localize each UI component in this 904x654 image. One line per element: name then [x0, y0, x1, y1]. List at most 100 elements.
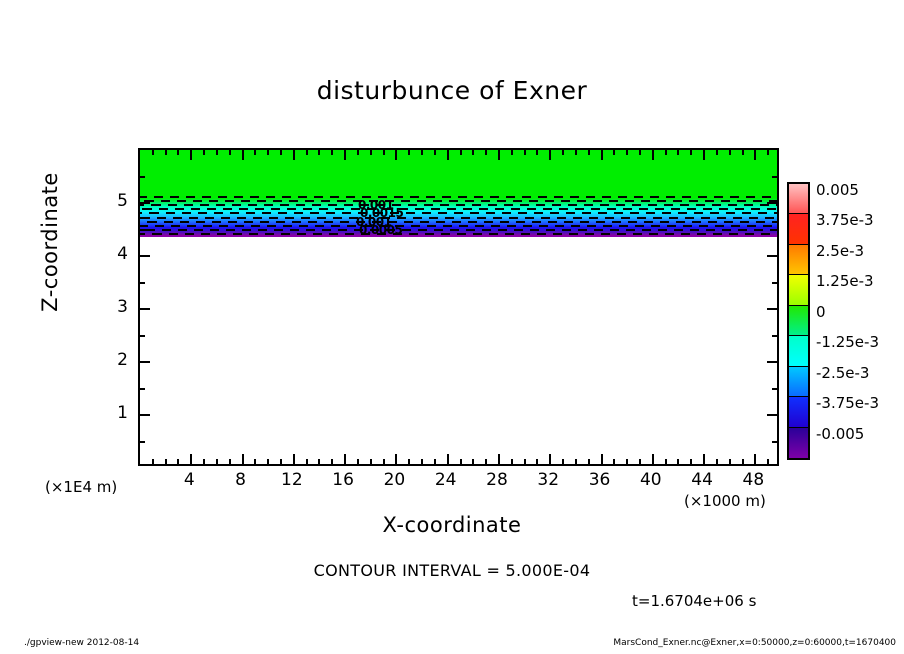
x-axis-tick: [331, 150, 334, 155]
y-axis-tick: [140, 387, 145, 390]
x-tick-label: 40: [639, 470, 662, 490]
y-axis-title: Z-coordinate: [38, 172, 62, 312]
x-axis-tick: [408, 150, 411, 155]
x-axis-tick: [690, 459, 693, 464]
contour-value-label: 0.001: [356, 215, 392, 229]
y-axis-tick: [767, 414, 777, 416]
x-axis-tick: [408, 459, 411, 464]
x-axis-tick: [497, 150, 500, 160]
contour-value-label: 0.0015: [360, 206, 404, 220]
colorbar-tick-label: 3.75e-3: [816, 211, 874, 230]
x-axis-tick: [497, 454, 500, 464]
x-axis-tick: [446, 454, 449, 464]
x-axis-tick: [562, 459, 565, 464]
x-axis-tick: [651, 454, 654, 464]
x-axis-tick: [305, 459, 308, 464]
x-axis-tick: [254, 150, 257, 155]
x-tick-label: 16: [332, 470, 354, 490]
x-axis-tick: [587, 150, 590, 155]
x-axis-tick: [344, 454, 347, 464]
y-axis-tick: [772, 281, 777, 284]
x-axis-tick: [164, 150, 167, 155]
colorbar-band: [789, 427, 808, 458]
contour-line: [140, 196, 777, 198]
plot-area: [138, 148, 779, 466]
y-axis-tick: [140, 255, 150, 257]
x-tick-label: 8: [235, 470, 246, 490]
x-axis-tick: [369, 459, 372, 464]
x-axis-tick: [715, 150, 718, 155]
footer-command: ./gpview-new 2012-08-14: [24, 638, 140, 648]
x-axis-title: X-coordinate: [382, 513, 522, 537]
x-axis-tick: [292, 150, 295, 160]
x-axis-tick: [164, 459, 167, 464]
x-axis-tick: [356, 150, 359, 155]
colorbar-tick-label: 1.25e-3: [816, 272, 874, 291]
colorbar-band: [789, 336, 808, 367]
x-axis-tick: [754, 150, 757, 160]
x-axis-tick: [459, 459, 462, 464]
x-axis-tick: [254, 459, 257, 464]
y-axis-tick: [140, 361, 150, 363]
x-axis-tick: [267, 150, 270, 155]
colorbar-tick-label: -0.005: [816, 424, 865, 443]
colorbar-band: [789, 397, 808, 428]
x-axis-tick: [215, 150, 218, 155]
y-axis-tick: [772, 334, 777, 337]
x-axis-tick: [690, 150, 693, 155]
x-axis-tick: [703, 454, 706, 464]
y-axis-tick: [140, 334, 145, 337]
y-axis-tick: [140, 202, 150, 204]
colorbar-band: [789, 366, 808, 398]
x-axis-tick: [241, 454, 244, 464]
x-axis-tick: [382, 150, 385, 155]
x-axis-unit-label: (×1000 m): [684, 492, 766, 510]
x-tick-label: 44: [691, 470, 713, 490]
colorbar: [787, 182, 810, 460]
x-axis-tick: [613, 150, 616, 155]
contour-line: [140, 200, 777, 203]
x-axis-tick: [523, 459, 526, 464]
x-axis-tick: [485, 459, 488, 464]
x-axis-tick: [395, 454, 398, 464]
x-axis-tick: [587, 459, 590, 464]
x-axis-tick: [344, 150, 347, 160]
x-axis-tick: [446, 150, 449, 160]
x-tick-label: 4: [183, 470, 195, 490]
y-axis-tick: [772, 387, 777, 390]
colorbar-band: [789, 214, 808, 245]
x-axis-tick: [677, 150, 680, 155]
x-axis-tick: [228, 459, 231, 464]
x-axis-tick: [190, 454, 193, 464]
x-axis-tick: [523, 150, 526, 155]
x-axis-tick: [562, 150, 565, 155]
x-tick-label: 24: [434, 470, 457, 490]
x-tick-label: 28: [486, 470, 508, 490]
x-axis-tick: [638, 150, 641, 155]
x-axis-tick: [600, 150, 603, 160]
y-axis-tick: [772, 440, 777, 443]
contour-value-label: 0.001: [358, 198, 394, 212]
contour-interval-note: CONTOUR INTERVAL = 5.000E-04: [313, 561, 591, 580]
x-axis-tick: [433, 459, 436, 464]
time-annotation: t=1.6704e+06 s: [632, 592, 757, 610]
contour-line: [140, 228, 777, 231]
x-axis-tick: [433, 150, 436, 155]
x-axis-tick: [715, 459, 718, 464]
x-axis-tick: [754, 454, 757, 464]
x-axis-tick: [600, 454, 603, 464]
x-axis-tick: [638, 459, 641, 464]
colorbar-tick-label: 0.005: [816, 181, 859, 199]
x-axis-tick: [510, 150, 513, 155]
y-tick-label: 5: [117, 191, 128, 211]
x-axis-tick: [318, 150, 321, 155]
colorbar-tick-label: -2.5e-3: [816, 363, 870, 382]
x-axis-tick: [472, 150, 475, 155]
y-axis-tick: [140, 414, 150, 416]
x-axis-tick: [510, 459, 513, 464]
x-axis-tick: [536, 150, 539, 155]
y-axis-tick: [140, 228, 145, 231]
y-axis-tick: [140, 440, 145, 443]
x-axis-tick: [728, 150, 731, 155]
